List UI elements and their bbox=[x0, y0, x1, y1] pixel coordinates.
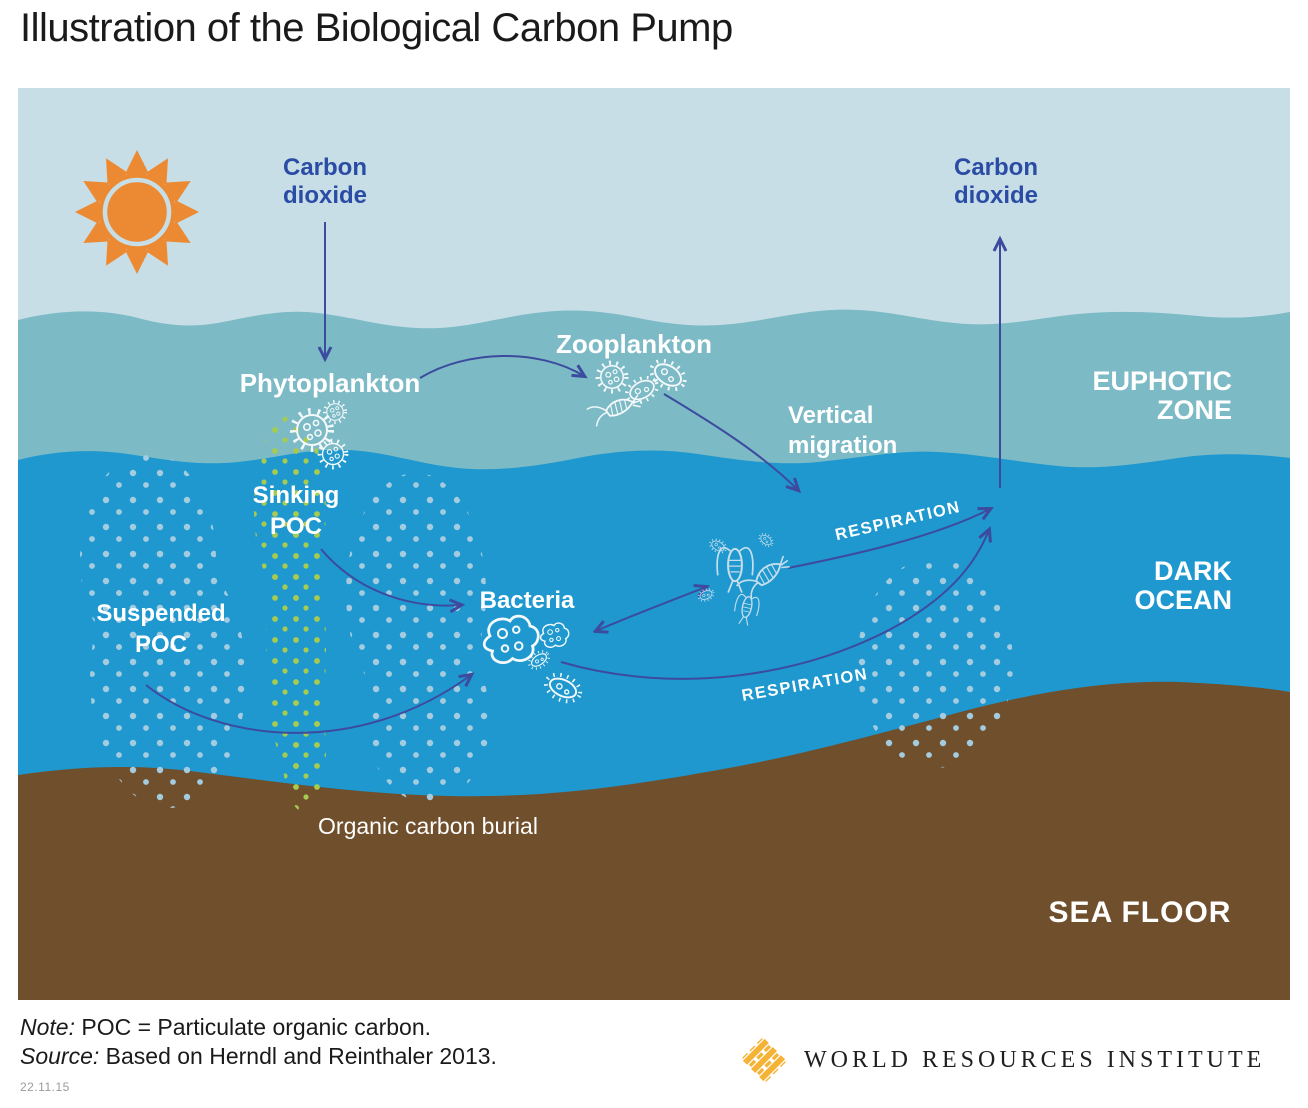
carbon-pump-diagram: Carbon dioxide Carbon dioxide Phytoplank… bbox=[18, 88, 1290, 1000]
zooplankton-label: Zooplankton bbox=[556, 329, 712, 359]
sea-floor-label: SEA FLOOR bbox=[1048, 896, 1232, 929]
source-line: Source: Based on Herndl and Reinthaler 2… bbox=[20, 1043, 497, 1070]
note-label: Note: bbox=[20, 1014, 75, 1040]
respiration-arrow-lower bbox=[560, 525, 992, 680]
sea-floor-region bbox=[18, 681, 1290, 1000]
source-text: Based on Herndl and Reinthaler 2013. bbox=[99, 1043, 497, 1069]
vertical-migration-label: Vertical migration bbox=[788, 402, 898, 459]
suspended-poc-label: Suspended POC bbox=[96, 600, 226, 658]
wri-logo: WORLD RESOURCES INSTITUTE bbox=[740, 1034, 1265, 1086]
euphotic-zone-label: EUPHOTIC ZONE bbox=[1092, 366, 1232, 425]
sinking-poc-dots bbox=[254, 416, 326, 812]
grazing-arrow bbox=[419, 355, 588, 379]
wri-logo-text: WORLD RESOURCES INSTITUTE bbox=[804, 1046, 1266, 1073]
sinking-poc-label: Sinking POC bbox=[252, 482, 340, 540]
respiration-arrow-upper bbox=[787, 507, 994, 569]
organic-carbon-burial-label: Organic carbon burial bbox=[318, 813, 538, 839]
dark-ocean-label: DARK OCEAN bbox=[1134, 556, 1232, 615]
suspended-poc-arrow bbox=[145, 672, 475, 734]
note-text: POC = Particulate organic carbon. bbox=[74, 1014, 432, 1040]
wri-logo-icon bbox=[741, 1037, 787, 1083]
source-label: Source: bbox=[20, 1043, 100, 1069]
note-line: Note: POC = Particulate organic carbon. bbox=[20, 1014, 431, 1041]
sun-icon bbox=[75, 150, 199, 274]
co2-right-label: Carbon dioxide bbox=[954, 154, 1039, 209]
bacteria-zooplankton-arrow bbox=[596, 587, 706, 631]
date-stamp: 22.11.15 bbox=[20, 1080, 70, 1094]
vertical-migration-arrow bbox=[663, 393, 802, 494]
page-title: Illustration of the Biological Carbon Pu… bbox=[20, 6, 733, 50]
phytoplankton-label: Phytoplankton bbox=[239, 368, 421, 398]
suspended-poc-dots bbox=[80, 453, 1013, 808]
sinking-poc-arrow bbox=[320, 548, 466, 614]
co2-left-label: Carbon dioxide bbox=[283, 154, 368, 209]
bacteria-label: Bacteria bbox=[479, 587, 575, 614]
ocean-scene bbox=[18, 88, 1290, 1000]
